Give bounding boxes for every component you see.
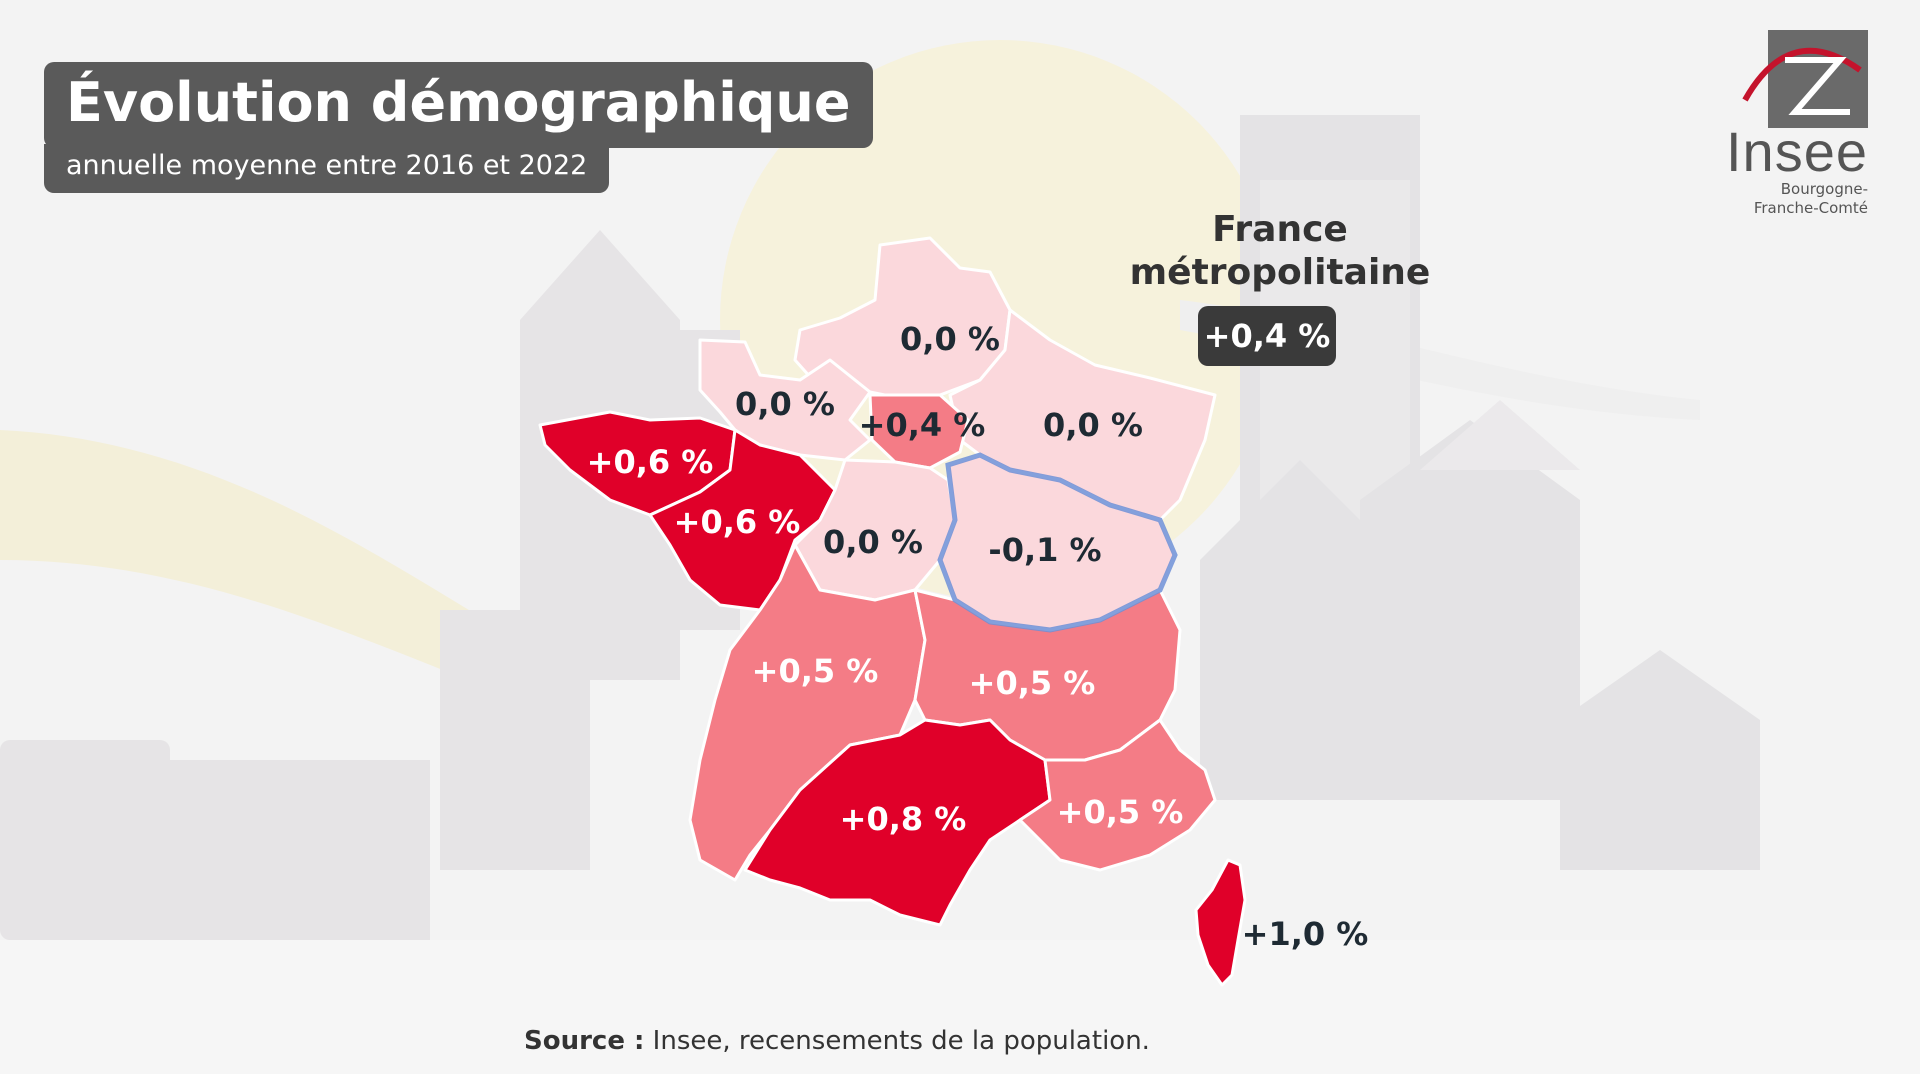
logo-name: Insee xyxy=(1726,120,1868,183)
label-corse: +1,0 % xyxy=(1242,915,1369,953)
source-note: Source : Insee, recensements de la popul… xyxy=(524,1026,1150,1056)
insee-logo: Insee Bourgogne- Franche-Comté xyxy=(1718,28,1868,218)
label-normandie: 0,0 % xyxy=(735,385,835,423)
france-map xyxy=(538,236,1247,987)
label-grand-est: 0,0 % xyxy=(1043,406,1143,444)
subtitle-banner: annuelle moyenne entre 2016 et 2022 xyxy=(44,144,610,193)
field-band xyxy=(0,430,520,700)
label-ile-de-france: +0,4 % xyxy=(859,406,986,444)
highlight-outline xyxy=(937,452,1178,633)
region-provence-alpes-cote-d-azur xyxy=(1018,718,1217,872)
page-title: Évolution démographique xyxy=(66,71,851,134)
title-banner: Évolution démographique xyxy=(44,62,873,149)
region-ile-de-france xyxy=(868,393,970,470)
label-pays-de-la-loire: +0,6 % xyxy=(674,503,801,541)
logo-region-line1: Bourgogne- xyxy=(1780,180,1868,198)
logo-region-line2: Franche-Comté xyxy=(1753,198,1868,217)
page-subtitle: annuelle moyenne entre 2016 et 2022 xyxy=(66,150,588,181)
region-corse xyxy=(1194,858,1247,987)
label-bourgogne-franche-comte: -0,1 % xyxy=(988,531,1101,569)
label-bretagne: +0,6 % xyxy=(587,443,714,481)
label-nouvelle-aquitaine: +0,5 % xyxy=(752,652,879,690)
region-labels: 0,0 % 0,0 % +0,4 % 0,0 % +0,6 % +0,6 % 0… xyxy=(587,320,1369,953)
region-occitanie xyxy=(743,718,1052,927)
ground xyxy=(0,940,1920,1074)
national-value-badge: +0,4 % xyxy=(1198,306,1336,366)
label-occitanie: +0,8 % xyxy=(840,800,967,838)
source-label: Source : xyxy=(524,1026,645,1056)
label-hauts-de-france: 0,0 % xyxy=(900,320,1000,358)
national-label: France métropolitaine xyxy=(1120,208,1440,294)
label-auvergne-rhone-alpes: +0,5 % xyxy=(969,664,1096,702)
label-provence-alpes-cote-d-azur: +0,5 % xyxy=(1057,793,1184,831)
source-text: Insee, recensements de la population. xyxy=(644,1026,1150,1056)
national-label-line2: métropolitaine xyxy=(1129,252,1431,294)
buildings-right xyxy=(1200,115,1760,870)
label-centre-val-de-loire: 0,0 % xyxy=(823,523,923,561)
region-normandie xyxy=(698,338,872,462)
insee-logo-mark xyxy=(1742,30,1868,128)
national-label-line1: France xyxy=(1212,209,1348,250)
